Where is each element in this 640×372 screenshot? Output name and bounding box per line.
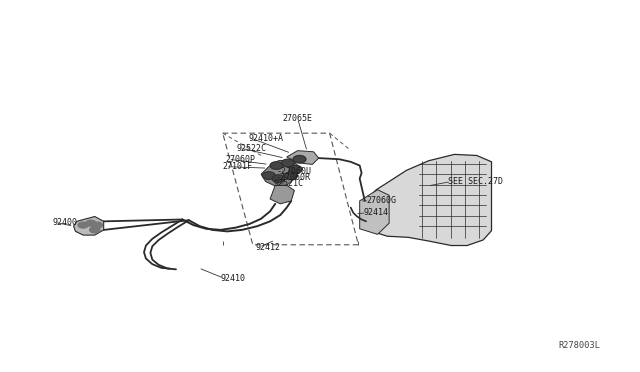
Text: 92522C: 92522C: [237, 144, 267, 153]
Text: 92414: 92414: [364, 208, 388, 217]
Polygon shape: [74, 217, 104, 235]
Text: 27060P: 27060P: [225, 155, 255, 164]
Circle shape: [90, 227, 100, 233]
Text: R278003L: R278003L: [558, 341, 600, 350]
Polygon shape: [261, 160, 300, 186]
Circle shape: [282, 159, 294, 167]
Text: 27101F: 27101F: [223, 162, 253, 171]
Text: 92400: 92400: [52, 218, 77, 227]
Circle shape: [289, 166, 302, 173]
Circle shape: [270, 162, 283, 169]
Polygon shape: [270, 185, 294, 204]
Text: SEE SEC.27D: SEE SEC.27D: [448, 177, 503, 186]
Text: 92521C: 92521C: [274, 179, 304, 187]
Polygon shape: [287, 151, 319, 164]
Text: -27060U: -27060U: [276, 167, 312, 176]
Polygon shape: [360, 190, 389, 234]
Circle shape: [92, 222, 102, 228]
Text: 27060G: 27060G: [366, 196, 396, 205]
Text: 92412: 92412: [256, 243, 281, 252]
Text: 27065E: 27065E: [283, 114, 312, 123]
Circle shape: [78, 222, 88, 228]
Circle shape: [293, 155, 306, 163]
Polygon shape: [360, 154, 492, 246]
Circle shape: [272, 175, 285, 182]
Text: 92410: 92410: [221, 274, 246, 283]
Circle shape: [285, 172, 298, 179]
Circle shape: [86, 220, 96, 226]
Circle shape: [262, 172, 275, 179]
Text: -27060R: -27060R: [275, 173, 310, 182]
Text: 92410+A: 92410+A: [248, 134, 284, 143]
